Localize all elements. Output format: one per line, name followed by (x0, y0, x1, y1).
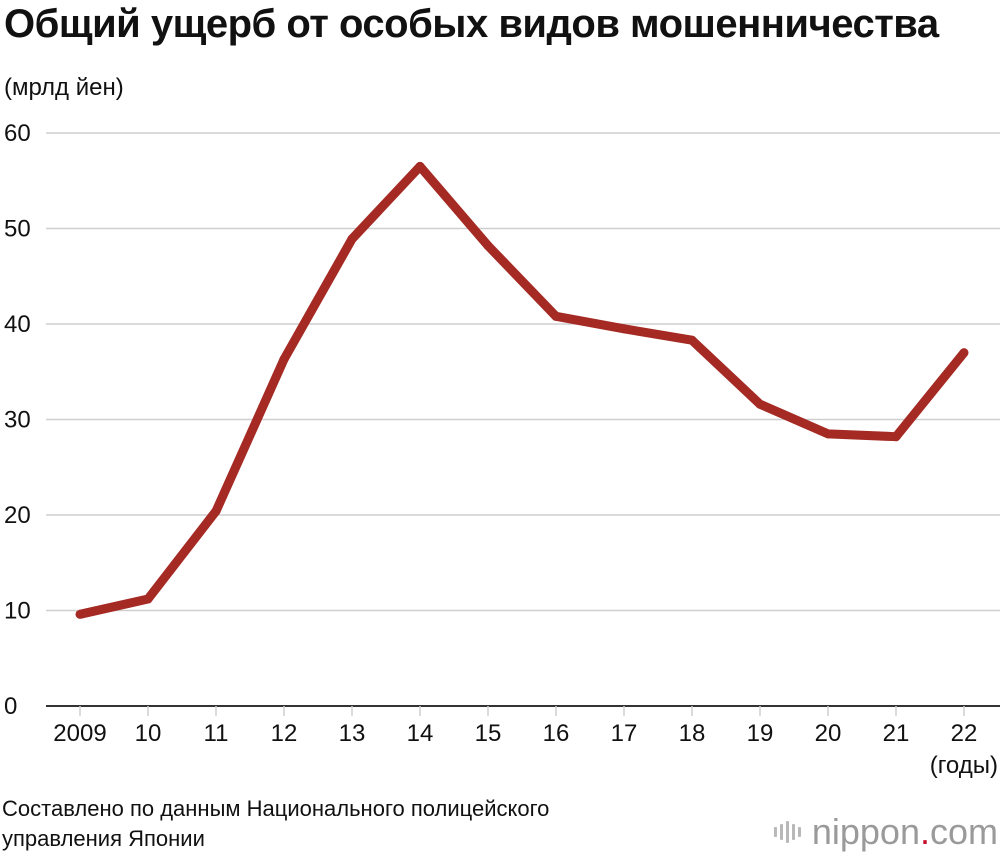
x-tick-label: 18 (679, 720, 706, 747)
x-axis-unit-label: (годы) (929, 752, 998, 779)
data-point (415, 161, 425, 171)
x-tick-label: 2009 (53, 720, 106, 747)
nippon-logo: nippon. com (773, 810, 998, 854)
data-point (823, 429, 833, 439)
x-tick-label: 15 (475, 720, 502, 747)
series-line (79, 161, 968, 619)
y-tick-labels: 0 10 20 30 40 50 60 (4, 120, 31, 720)
data-point (143, 594, 153, 604)
data-point (551, 311, 561, 321)
logo-name: nippon (811, 811, 920, 852)
x-tick-label: 11 (204, 720, 229, 747)
data-point (619, 324, 629, 334)
x-tick-label: 12 (271, 720, 298, 747)
y-tick-label: 0 (4, 693, 17, 720)
x-tick-label: 20 (815, 720, 842, 747)
source-note: Составлено по данным Национального полиц… (2, 796, 550, 851)
series-layer (75, 161, 969, 619)
y-tick-label: 60 (4, 120, 31, 147)
data-point (891, 432, 901, 442)
x-tick-label: 16 (543, 720, 570, 747)
y-axis-unit-label: (мрлд йен) (4, 74, 124, 101)
data-point (75, 609, 85, 619)
y-tick-label: 40 (4, 311, 31, 338)
data-point (755, 399, 765, 409)
data-point (687, 335, 697, 345)
y-tick-label: 10 (4, 598, 31, 625)
gridlines (46, 132, 1000, 707)
logo-dot: . (919, 811, 930, 852)
data-point (279, 354, 289, 364)
x-tick-label: 10 (135, 720, 162, 747)
data-point (347, 234, 357, 244)
chart-title: Общий ущерб от особых видов мошенничеств… (4, 2, 939, 46)
x-tick-label: 22 (951, 720, 978, 747)
x-tick-label: 14 (407, 720, 434, 747)
x-tick-labels: 2009 10 11 12 13 14 15 16 17 18 19 20 21 22 (53, 706, 977, 747)
x-tick-label: 13 (339, 720, 366, 747)
data-point (483, 241, 493, 251)
x-tick-label: 21 (883, 720, 910, 747)
data-point (959, 348, 969, 358)
logo-bars-icon (773, 821, 804, 843)
x-tick-label: 19 (747, 720, 774, 747)
logo-tld: com (929, 811, 998, 852)
y-tick-label: 30 (4, 407, 31, 434)
y-tick-label: 50 (4, 216, 31, 243)
data-point (211, 506, 221, 516)
x-tick-label: 17 (611, 720, 638, 747)
y-tick-label: 20 (4, 502, 31, 529)
